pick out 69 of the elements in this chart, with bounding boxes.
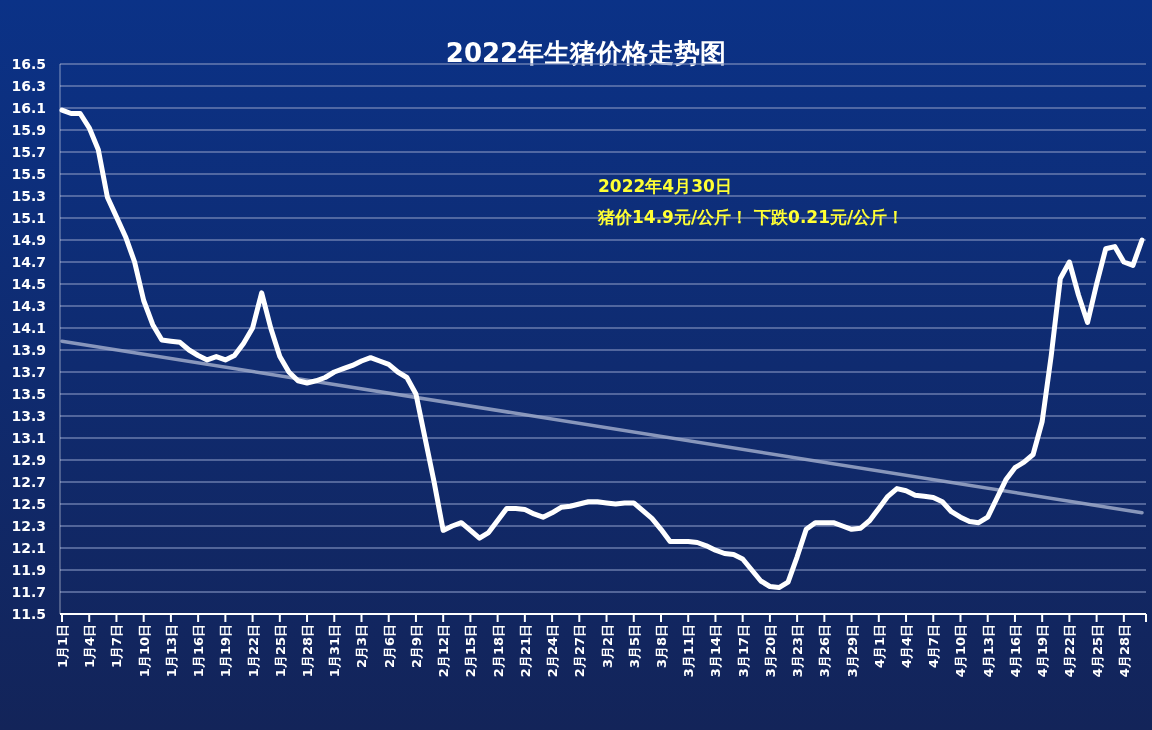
x-tick-label: 2月3日 <box>354 624 370 669</box>
x-tick-label: 1月16日 <box>191 624 207 678</box>
y-tick-label: 12.9 <box>11 452 46 468</box>
annotation: 2022年4月30日 <box>598 176 732 196</box>
x-tick-label: 4月16日 <box>1007 624 1023 678</box>
y-tick-label: 11.7 <box>11 584 46 600</box>
x-tick-label: 1月25日 <box>272 624 288 678</box>
y-tick-label: 13.9 <box>11 342 46 358</box>
x-tick-label: 1月10日 <box>136 624 152 678</box>
y-tick-label: 12.7 <box>11 474 46 490</box>
y-tick-label: 14.1 <box>11 320 46 336</box>
x-tick-label: 2月12日 <box>436 624 452 678</box>
y-tick-label: 15.9 <box>11 122 46 138</box>
y-tick-label: 14.5 <box>11 276 46 292</box>
x-tick-label: 1月4日 <box>82 624 98 669</box>
chart-title: 2022年生猪价格走势图 <box>445 38 727 68</box>
x-tick-label: 4月7日 <box>926 624 942 669</box>
x-tick-label: 3月17日 <box>735 624 751 678</box>
x-tick-label: 2月18日 <box>490 624 506 678</box>
y-tick-label: 15.5 <box>11 166 46 182</box>
x-tick-label: 4月25日 <box>1089 624 1105 678</box>
x-tick-label: 4月22日 <box>1062 624 1078 678</box>
x-tick-label: 3月11日 <box>681 624 697 678</box>
x-tick-label: 1月31日 <box>327 624 343 678</box>
x-tick-label: 3月2日 <box>599 624 615 669</box>
x-tick-label: 1月19日 <box>218 624 234 678</box>
y-tick-label: 14.7 <box>11 254 46 270</box>
y-tick-label: 14.3 <box>11 298 46 314</box>
x-tick-label: 1月13日 <box>163 624 179 678</box>
x-tick-label: 3月5日 <box>626 624 642 669</box>
x-tick-label: 3月8日 <box>653 624 669 669</box>
x-tick-label: 2月24日 <box>545 624 561 678</box>
x-tick-label: 2月9日 <box>408 624 424 669</box>
y-tick-label: 16.3 <box>11 78 46 94</box>
x-tick-label: 4月1日 <box>871 624 887 669</box>
y-tick-label: 11.9 <box>11 562 46 578</box>
x-tick-label: 1月1日 <box>55 624 70 669</box>
x-tick-label: 4月19日 <box>1035 624 1051 678</box>
x-tick-label: 2月6日 <box>381 624 397 669</box>
y-tick-label: 12.1 <box>11 540 46 556</box>
x-tick-label: 2月27日 <box>572 624 588 678</box>
y-tick-label: 16.5 <box>11 56 46 72</box>
y-tick-label: 11.5 <box>11 606 46 622</box>
y-tick-label: 15.3 <box>11 188 46 204</box>
x-tick-label: 4月13日 <box>980 624 996 678</box>
x-tick-label: 1月7日 <box>109 624 125 669</box>
y-tick-label: 13.3 <box>11 408 46 424</box>
x-tick-label: 3月23日 <box>790 624 806 678</box>
y-tick-label: 13.5 <box>11 386 46 402</box>
x-tick-label: 4月10日 <box>953 624 969 678</box>
y-tick-label: 12.3 <box>11 518 46 534</box>
x-tick-label: 3月20日 <box>762 624 778 678</box>
y-tick-label: 13.1 <box>11 430 46 446</box>
x-tick-label: 2月21日 <box>517 624 533 678</box>
annotation: 猪价14.9元/公斤！ 下跌0.21元/公斤！ <box>597 207 905 227</box>
x-tick-label: 4月28日 <box>1116 624 1132 678</box>
y-tick-label: 14.9 <box>11 232 46 248</box>
x-tick-label: 3月29日 <box>844 624 860 678</box>
x-tick-label: 1月28日 <box>300 624 316 678</box>
y-tick-label: 15.1 <box>11 210 46 226</box>
y-tick-label: 13.7 <box>11 364 46 380</box>
y-tick-label: 16.1 <box>11 100 46 116</box>
x-tick-label: 3月14日 <box>708 624 724 678</box>
x-tick-label: 1月22日 <box>245 624 261 678</box>
x-tick-label: 4月4日 <box>899 624 915 669</box>
x-tick-label: 2月15日 <box>463 624 479 678</box>
y-tick-label: 12.5 <box>11 496 46 512</box>
x-tick-label: 3月26日 <box>817 624 833 678</box>
y-tick-label: 15.7 <box>11 144 46 160</box>
